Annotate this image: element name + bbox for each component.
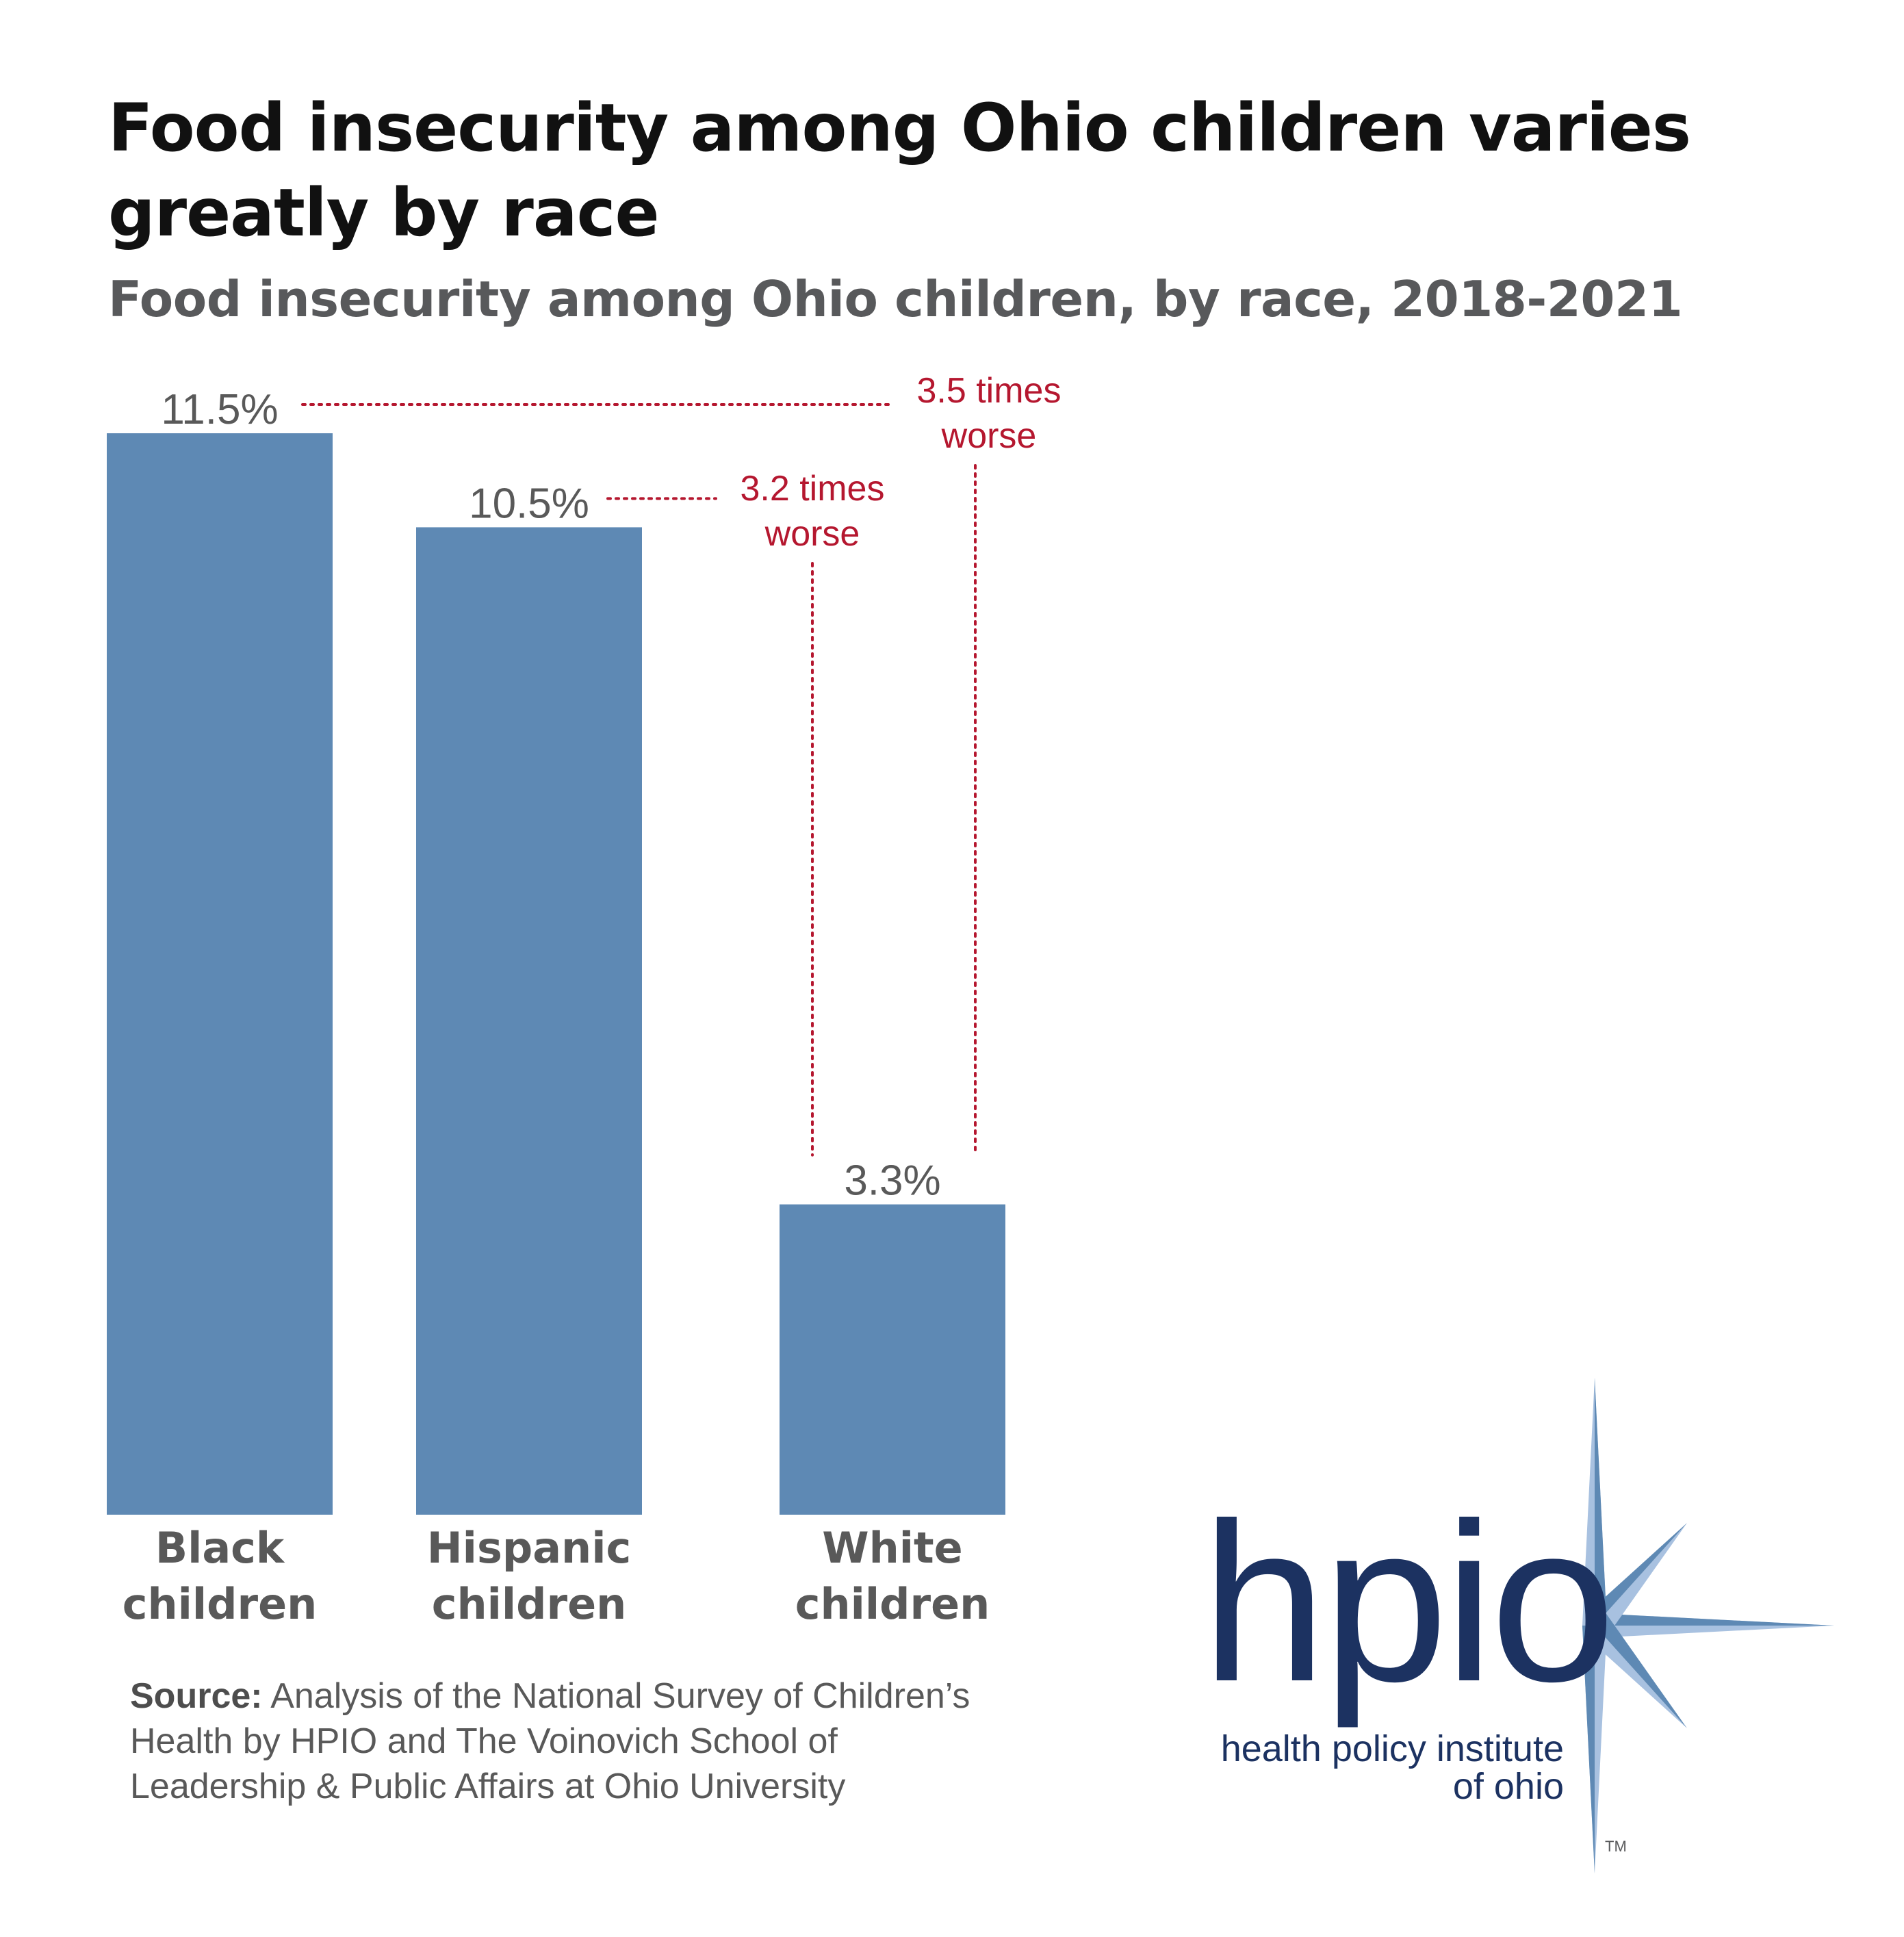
chart-subtitle: Food insecurity among Ohio children, by … bbox=[108, 270, 1683, 328]
annotation-2-text-line2: worse bbox=[764, 514, 860, 554]
source-text: Analysis of the National Survey of Child… bbox=[130, 1676, 970, 1806]
category-label-white-children-line1: White bbox=[822, 1523, 962, 1573]
annotation-1: 3.5 times worse bbox=[301, 371, 1062, 1157]
value-label-black-children: 11.5% bbox=[161, 386, 278, 433]
logo-tagline-line2: of ohio bbox=[1453, 1766, 1564, 1807]
logo-tagline-line1: health policy institute bbox=[1221, 1728, 1564, 1769]
value-label-white-children: 3.3% bbox=[844, 1157, 940, 1205]
bar-black-children bbox=[107, 433, 333, 1515]
compass-star-icon bbox=[1582, 1378, 1834, 1873]
category-label-white-children-line2: children bbox=[795, 1579, 990, 1629]
source-note: Source: Analysis of the National Survey … bbox=[130, 1673, 999, 1809]
category-label-black-children-line2: children bbox=[123, 1579, 318, 1629]
bars bbox=[107, 433, 1005, 1515]
annotation-1-text-line1: 3.5 times bbox=[917, 371, 1062, 411]
source-label: Source: bbox=[130, 1676, 263, 1716]
trademark-symbol: TM bbox=[1605, 1838, 1627, 1855]
bar-hispanic-children bbox=[416, 527, 642, 1515]
logo-wordmark: hpio bbox=[1201, 1476, 1612, 1730]
hpio-logo: hpio health policy institute of ohio TM bbox=[1201, 1378, 1834, 1873]
annotation-1-text-line2: worse bbox=[941, 416, 1037, 456]
value-label-hispanic-children: 10.5% bbox=[469, 480, 589, 527]
annotation-2: 3.2 times worse bbox=[606, 469, 885, 1157]
chart-title: Food insecurity among Ohio children vari… bbox=[108, 90, 1691, 251]
annotation-2-text-line1: 3.2 times bbox=[741, 469, 885, 509]
comparison-annotations: 3.5 times worse 3.2 times worse bbox=[301, 371, 1062, 1157]
bar-white-children bbox=[780, 1204, 1005, 1515]
category-labels: 11.5% Black children 10.5% Hispanic children 3… bbox=[123, 386, 990, 1629]
category-label-hispanic-children-line2: children bbox=[432, 1579, 627, 1629]
category-label-hispanic-children-line1: Hispanic bbox=[427, 1523, 631, 1573]
category-label-black-children-line1: Black bbox=[155, 1523, 285, 1573]
